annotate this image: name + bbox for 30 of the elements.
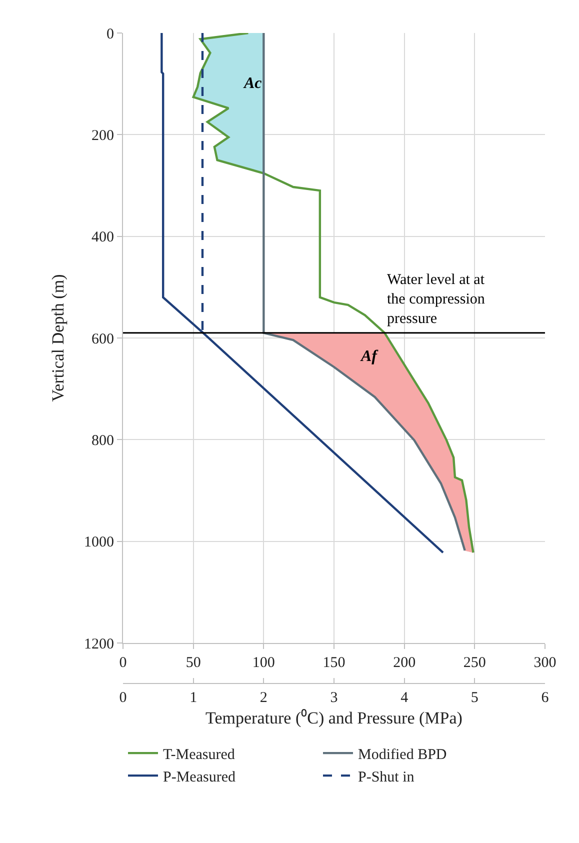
y-tick-label: 200 <box>92 128 114 144</box>
ref-line-label: Water level at at the compression pressure <box>387 272 486 327</box>
legend-label: T-Measured <box>163 746 236 763</box>
x-tick-label: 300 <box>534 655 556 671</box>
y-tick-label: 800 <box>92 432 114 449</box>
x2-tick-label: 1 <box>190 690 198 706</box>
x2-tick-label: 5 <box>470 690 478 706</box>
x-axis-title: Temperature (⁰C) and Pressure (MPa) <box>206 708 462 728</box>
x-tick-label: 150 <box>322 655 346 671</box>
x2-tick-label: 2 <box>260 690 268 706</box>
x2-tick-label: 4 <box>400 690 409 706</box>
x-tick-label: 50 <box>186 655 201 671</box>
x-tick-label: 100 <box>252 655 275 671</box>
legend-label: P-Measured <box>163 769 236 786</box>
x2-tick-label: 6 <box>541 690 550 706</box>
annotation: Ac <box>243 75 262 92</box>
legend-label: Modified BPD <box>358 746 447 763</box>
x2-tick-label: 0 <box>119 690 127 706</box>
y-tick-label: 1200 <box>84 636 114 652</box>
x-tick-label: 200 <box>393 655 416 671</box>
y-tick-label: 600 <box>92 331 114 348</box>
annotation: Af <box>360 348 379 365</box>
x-tick-label: 0 <box>119 655 127 671</box>
y-tick-label: 400 <box>92 230 114 246</box>
y-tick-label: 1000 <box>84 534 114 551</box>
y-tick-label: 0 <box>106 26 114 42</box>
y-axis-title: Vertical Depth (m) <box>48 274 68 402</box>
x2-tick-label: 3 <box>330 690 338 706</box>
legend-label: P-Shut in <box>358 769 415 786</box>
x-tick-label: 250 <box>463 655 486 671</box>
